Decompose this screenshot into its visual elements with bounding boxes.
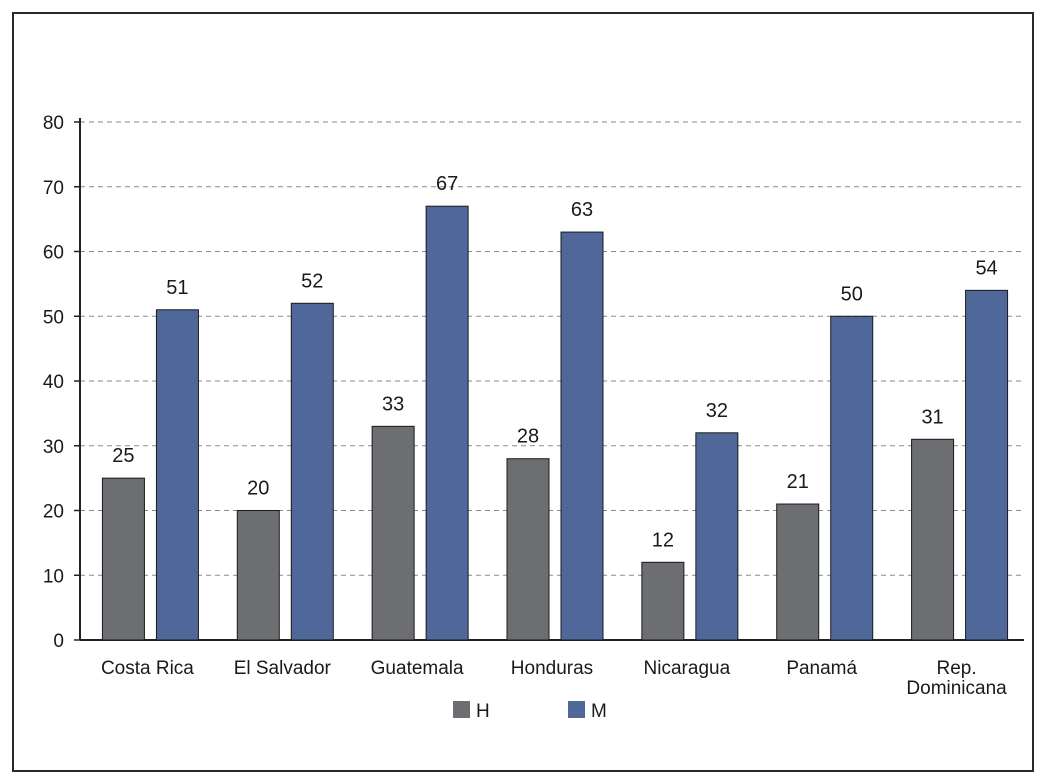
bar-H-0 xyxy=(101,477,145,641)
y-tick-label: 10 xyxy=(43,566,64,587)
data-label: 21 xyxy=(787,471,809,493)
bar-M-2 xyxy=(425,205,469,641)
data-label: 20 xyxy=(247,478,269,500)
legend-label-M: M xyxy=(591,701,607,722)
y-tick-label: 70 xyxy=(43,178,64,199)
bar-H-6 xyxy=(911,438,955,641)
y-tick-label: 40 xyxy=(43,372,64,393)
data-label: 32 xyxy=(706,400,728,422)
bar-M-3 xyxy=(560,231,604,641)
x-tick-label: Honduras xyxy=(511,658,593,679)
data-label: 51 xyxy=(166,277,188,299)
x-tick-label: Dominicana xyxy=(906,678,1007,699)
bar-M-6 xyxy=(965,289,1009,641)
bar-M-1 xyxy=(290,302,334,641)
bar-H-2 xyxy=(371,425,415,641)
bar-H-5 xyxy=(776,503,820,641)
x-tick-label: Costa Rica xyxy=(101,658,194,679)
bar-H-1 xyxy=(236,510,280,641)
x-tick-label: Panamá xyxy=(786,658,857,679)
x-tick-label: El Salvador xyxy=(234,658,332,679)
data-label: 54 xyxy=(975,257,997,279)
y-tick-label: 60 xyxy=(43,243,64,264)
data-label: 50 xyxy=(841,283,863,305)
bar-M-5 xyxy=(830,315,874,641)
bar-M-4 xyxy=(695,432,739,641)
y-tick-label: 80 xyxy=(43,113,64,134)
y-tick-label: 30 xyxy=(43,437,64,458)
x-tick-label: Nicaragua xyxy=(644,658,731,679)
data-label: 25 xyxy=(112,445,134,467)
legend-swatch-H xyxy=(453,701,470,718)
data-label: 28 xyxy=(517,426,539,448)
y-tick-label: 0 xyxy=(53,631,64,652)
bar-M-0 xyxy=(155,309,199,641)
data-label: 52 xyxy=(301,270,323,292)
bar-H-4 xyxy=(641,561,685,641)
legend-label-H: H xyxy=(476,701,490,722)
x-tick-label: Rep. xyxy=(937,658,977,679)
bar-H-3 xyxy=(506,458,550,641)
data-label: 12 xyxy=(652,529,674,551)
x-tick-label: Guatemala xyxy=(371,658,464,679)
legend-swatch-M xyxy=(568,701,585,718)
y-tick-label: 20 xyxy=(43,502,64,523)
data-label: 31 xyxy=(921,406,943,428)
data-label: 67 xyxy=(436,173,458,195)
y-tick-label: 50 xyxy=(43,307,64,328)
data-label: 63 xyxy=(571,199,593,221)
data-label: 33 xyxy=(382,393,404,415)
